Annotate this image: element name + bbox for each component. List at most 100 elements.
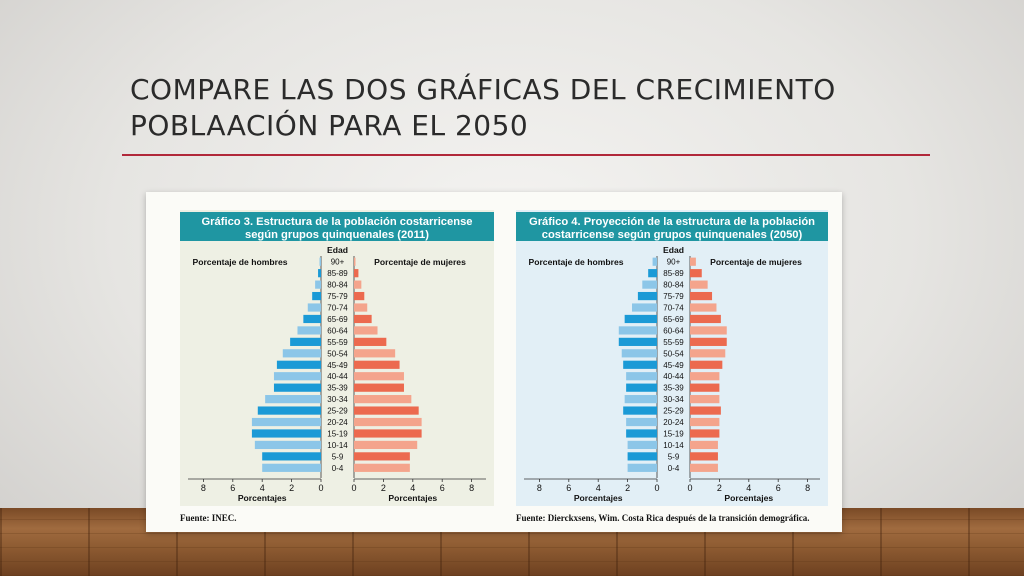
men-x-tick-label: 8 xyxy=(201,483,206,493)
women-bar-45-49 xyxy=(354,360,400,369)
men-bar-90+ xyxy=(319,257,321,266)
women-bar-10-14 xyxy=(354,440,418,450)
age-axis-label: Edad xyxy=(327,245,348,255)
age-group-label: 50-54 xyxy=(663,349,684,358)
age-group-label: 20-24 xyxy=(327,418,348,427)
women-bar-85-89 xyxy=(690,269,702,278)
women-bar-90+ xyxy=(690,257,696,266)
women-axis-label: Porcentaje de mujeres xyxy=(710,257,802,267)
age-group-label: 55-59 xyxy=(327,338,348,347)
age-group-label: 35-39 xyxy=(663,384,684,393)
age-group-label: 15-19 xyxy=(327,429,348,438)
women-x-tick-label: 8 xyxy=(805,483,810,493)
age-group-label: 25-29 xyxy=(327,407,348,416)
men-bar-70-74 xyxy=(632,303,657,312)
age-group-label: 35-39 xyxy=(327,384,348,393)
men-bar-65-69 xyxy=(624,314,657,324)
women-bar-55-59 xyxy=(690,337,727,346)
women-bar-55-59 xyxy=(354,337,387,346)
women-bar-0-4 xyxy=(690,463,718,472)
men-bar-25-29 xyxy=(257,406,321,415)
age-group-label: 50-54 xyxy=(327,349,348,358)
age-group-label: 25-29 xyxy=(663,407,684,416)
women-bar-20-24 xyxy=(354,417,422,427)
women-bar-85-89 xyxy=(354,269,359,278)
age-group-label: 0-4 xyxy=(332,464,344,473)
population-pyramids-svg: Gráfico 3. Estructura de la población co… xyxy=(180,210,828,523)
men-x-axis-title: Porcentajes xyxy=(238,493,287,503)
age-group-label: 70-74 xyxy=(663,304,684,313)
age-group-label: 65-69 xyxy=(327,315,348,324)
men-x-tick-label: 2 xyxy=(625,483,630,493)
age-group-label: 10-14 xyxy=(327,441,348,450)
men-bar-0-4 xyxy=(262,463,321,472)
men-bar-50-54 xyxy=(621,349,657,358)
women-bar-80-84 xyxy=(690,280,708,289)
women-bar-60-64 xyxy=(354,326,378,335)
women-bar-70-74 xyxy=(690,303,717,312)
women-bar-75-79 xyxy=(690,291,713,301)
men-bar-70-74 xyxy=(307,303,321,312)
men-bar-20-24 xyxy=(251,417,321,427)
chart-panel-background xyxy=(516,210,828,506)
age-group-label: 90+ xyxy=(331,258,345,267)
men-bar-50-54 xyxy=(282,349,321,358)
women-bar-65-69 xyxy=(354,314,372,324)
age-group-label: 80-84 xyxy=(663,281,684,290)
women-bar-25-29 xyxy=(354,406,419,415)
age-group-label: 65-69 xyxy=(663,315,684,324)
men-x-tick-label: 0 xyxy=(318,483,323,493)
age-group-label: 20-24 xyxy=(663,418,684,427)
women-bar-20-24 xyxy=(690,417,720,427)
women-bar-40-44 xyxy=(690,372,720,381)
men-bar-35-39 xyxy=(273,383,321,392)
women-bar-70-74 xyxy=(354,303,368,312)
men-bar-5-9 xyxy=(262,452,321,461)
age-group-label: 30-34 xyxy=(663,395,684,404)
age-group-label: 80-84 xyxy=(327,281,348,290)
women-bar-80-84 xyxy=(354,280,362,289)
men-bar-15-19 xyxy=(251,429,321,438)
slide-title-line-2: POBLAACIÓN PARA EL 2050 xyxy=(130,109,529,142)
men-bar-55-59 xyxy=(290,337,321,346)
women-bar-50-54 xyxy=(354,349,396,358)
women-x-tick-label: 4 xyxy=(746,483,751,493)
women-bar-60-64 xyxy=(690,326,727,335)
men-bar-80-84 xyxy=(642,280,657,289)
women-bar-5-9 xyxy=(690,452,718,461)
men-x-tick-label: 6 xyxy=(230,483,235,493)
men-bar-75-79 xyxy=(637,291,657,301)
title-divider xyxy=(122,154,930,156)
women-x-tick-label: 8 xyxy=(469,483,474,493)
men-bar-25-29 xyxy=(623,406,657,415)
women-bar-35-39 xyxy=(354,383,404,392)
men-bar-55-59 xyxy=(618,337,657,346)
age-group-label: 60-64 xyxy=(327,326,348,335)
men-bar-80-84 xyxy=(315,280,321,289)
women-bar-25-29 xyxy=(690,406,721,415)
chart-title-line-2: costarricense según grupos quinquenales … xyxy=(542,229,803,241)
women-bar-10-14 xyxy=(690,440,718,450)
age-group-label: 85-89 xyxy=(663,269,684,278)
women-x-axis-title: Porcentajes xyxy=(724,493,773,503)
men-bar-40-44 xyxy=(626,372,657,381)
men-bar-5-9 xyxy=(627,452,657,461)
men-x-tick-label: 4 xyxy=(596,483,601,493)
women-x-tick-label: 4 xyxy=(410,483,415,493)
men-x-tick-label: 2 xyxy=(289,483,294,493)
men-bar-10-14 xyxy=(254,440,321,450)
women-x-tick-label: 6 xyxy=(776,483,781,493)
men-bar-35-39 xyxy=(626,383,657,392)
men-axis-label: Porcentaje de hombres xyxy=(192,257,287,267)
women-bar-50-54 xyxy=(690,349,726,358)
chart-title-line-1: Gráfico 4. Proyección de la estructura d… xyxy=(529,216,815,228)
women-x-tick-label: 2 xyxy=(381,483,386,493)
age-axis-label: Edad xyxy=(663,245,684,255)
chart-source-note: Fuente: Dierckxsens, Wim. Costa Rica des… xyxy=(516,513,809,523)
men-bar-40-44 xyxy=(273,372,321,381)
women-axis-label: Porcentaje de mujeres xyxy=(374,257,466,267)
women-bar-15-19 xyxy=(354,429,422,438)
men-bar-0-4 xyxy=(627,463,657,472)
men-bar-45-49 xyxy=(276,360,321,369)
men-bar-60-64 xyxy=(618,326,657,335)
